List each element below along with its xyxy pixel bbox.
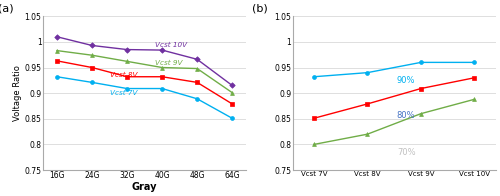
Text: (a): (a) bbox=[0, 4, 14, 14]
Text: 90%: 90% bbox=[397, 76, 415, 85]
Text: Vcst 10V: Vcst 10V bbox=[155, 43, 187, 48]
Text: Vcst 8V: Vcst 8V bbox=[110, 72, 137, 78]
Y-axis label: Voltage Ratio: Voltage Ratio bbox=[13, 65, 22, 121]
Text: (b): (b) bbox=[252, 4, 268, 14]
Text: 70%: 70% bbox=[397, 148, 415, 157]
X-axis label: Gray: Gray bbox=[132, 182, 158, 192]
Text: Vcst 7V: Vcst 7V bbox=[110, 90, 137, 96]
Text: Vcst 9V: Vcst 9V bbox=[155, 60, 182, 66]
Text: 80%: 80% bbox=[397, 111, 415, 120]
